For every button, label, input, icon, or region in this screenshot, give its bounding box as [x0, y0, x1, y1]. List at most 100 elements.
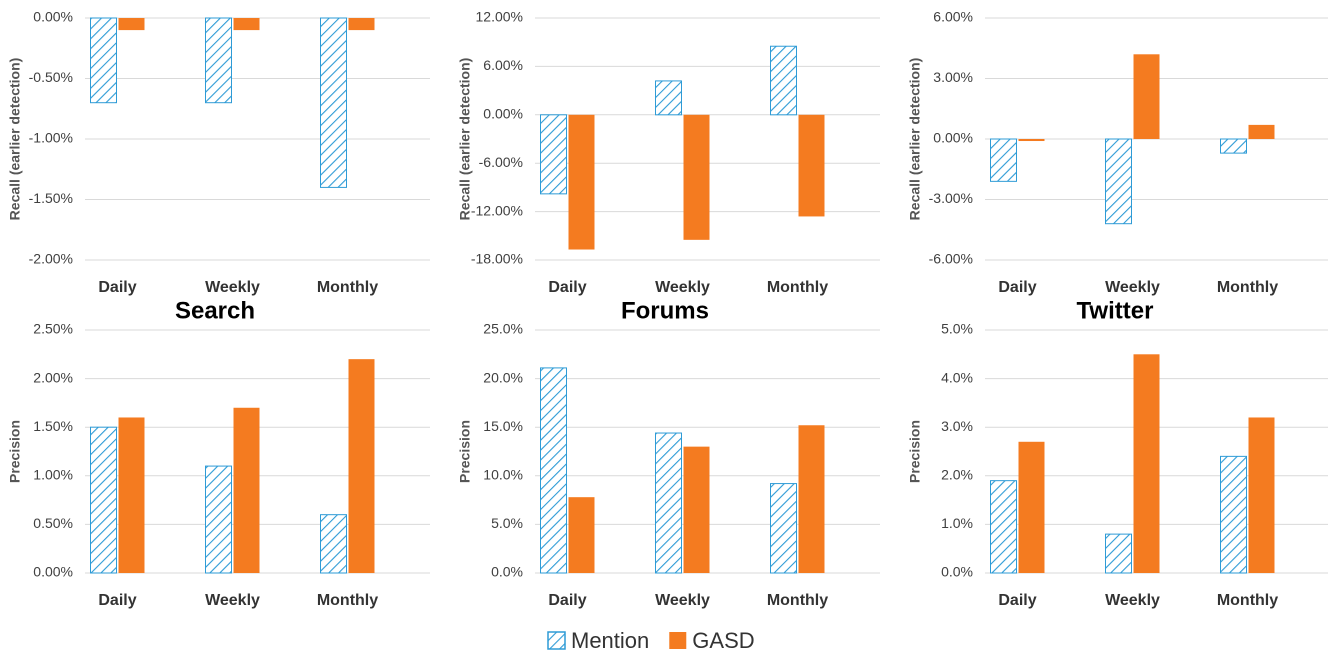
y-tick-label: 0.0% — [941, 564, 973, 580]
bar — [540, 367, 567, 574]
y-tick-label: 0.0% — [491, 564, 523, 580]
y-tick-label: -1.00% — [29, 130, 73, 146]
y-tick-label: 20.0% — [483, 369, 523, 385]
y-tick-label: 12.00% — [476, 9, 523, 25]
y-axis-label: Recall (earlier detection) — [907, 58, 923, 221]
legend-swatch — [669, 632, 687, 649]
bar — [1133, 354, 1160, 573]
y-tick-label: -18.00% — [471, 251, 523, 267]
bar — [233, 18, 260, 31]
y-tick-label: 5.0% — [941, 321, 973, 337]
y-tick-label: -12.00% — [471, 202, 523, 218]
y-tick-label: 10.0% — [483, 467, 523, 483]
bar — [1133, 54, 1160, 139]
y-axis-label: Precision — [907, 420, 923, 483]
y-tick-label: 2.50% — [33, 321, 73, 337]
y-tick-label: 0.00% — [933, 130, 973, 146]
panel-title: Twitter — [1077, 297, 1154, 324]
bar — [655, 80, 682, 116]
bar — [320, 514, 347, 574]
bar — [320, 17, 347, 188]
y-tick-label: -3.00% — [929, 190, 973, 206]
y-tick-label: -1.50% — [29, 190, 73, 206]
y-tick-label: 6.00% — [933, 9, 973, 25]
y-axis-label: Precision — [457, 420, 473, 483]
y-axis-label: Recall (earlier detection) — [457, 58, 473, 221]
x-tick-label: Daily — [998, 592, 1036, 609]
y-tick-label: 4.0% — [941, 369, 973, 385]
y-tick-label: 2.00% — [33, 369, 73, 385]
x-tick-label: Monthly — [767, 592, 828, 609]
x-tick-label: Weekly — [1105, 279, 1160, 296]
bar — [655, 432, 682, 574]
bar — [683, 446, 710, 573]
bar — [348, 18, 375, 31]
bar — [118, 417, 145, 573]
y-tick-label: -0.50% — [29, 69, 73, 85]
x-tick-label: Daily — [998, 279, 1036, 296]
x-tick-label: Monthly — [1217, 279, 1278, 296]
y-tick-label: 0.00% — [33, 9, 73, 25]
y-axis-label: Precision — [7, 420, 23, 483]
panel-title: Search — [175, 297, 255, 324]
bar — [1248, 417, 1275, 573]
bar — [540, 114, 567, 195]
y-tick-label: 0.00% — [33, 564, 73, 580]
x-tick-label: Monthly — [317, 279, 378, 296]
x-tick-label: Weekly — [655, 279, 710, 296]
legend-label: Mention — [571, 628, 649, 653]
panel-title: Forums — [621, 297, 709, 324]
x-tick-label: Weekly — [1105, 592, 1160, 609]
y-tick-label: 0.50% — [33, 515, 73, 531]
x-tick-label: Monthly — [317, 592, 378, 609]
y-tick-label: -2.00% — [29, 251, 73, 267]
bar — [233, 407, 260, 573]
x-tick-label: Daily — [98, 279, 136, 296]
bar — [798, 114, 825, 217]
x-tick-label: Weekly — [655, 592, 710, 609]
y-tick-label: 3.0% — [941, 418, 973, 434]
y-axis-label: Recall (earlier detection) — [7, 58, 23, 221]
y-tick-label: 1.00% — [33, 467, 73, 483]
y-tick-label: 6.00% — [483, 57, 523, 73]
bar — [1105, 533, 1132, 574]
bar — [568, 497, 595, 573]
bar — [205, 465, 232, 574]
bar — [990, 138, 1017, 182]
bar — [770, 483, 797, 574]
y-tick-label: 15.0% — [483, 418, 523, 434]
y-tick-label: 1.0% — [941, 515, 973, 531]
x-tick-label: Daily — [548, 592, 586, 609]
bar — [568, 114, 595, 250]
legend-swatch — [547, 631, 566, 650]
bar — [1248, 124, 1275, 139]
x-tick-label: Monthly — [767, 279, 828, 296]
y-tick-label: 2.0% — [941, 467, 973, 483]
legend-label: GASD — [692, 628, 754, 653]
y-tick-label: 0.00% — [483, 106, 523, 122]
bar — [683, 114, 710, 240]
y-tick-label: -6.00% — [929, 251, 973, 267]
x-tick-label: Daily — [548, 279, 586, 296]
bar — [118, 18, 145, 31]
y-tick-label: 5.0% — [491, 515, 523, 531]
bar — [798, 425, 825, 573]
y-tick-label: -6.00% — [479, 154, 523, 170]
x-tick-label: Weekly — [205, 279, 260, 296]
x-tick-label: Monthly — [1217, 592, 1278, 609]
bar — [205, 17, 232, 104]
bar — [1220, 455, 1247, 574]
y-tick-label: 25.0% — [483, 321, 523, 337]
bar — [90, 426, 117, 574]
bar — [90, 17, 117, 104]
bar — [990, 480, 1017, 574]
y-tick-label: 1.50% — [33, 418, 73, 434]
x-tick-label: Weekly — [205, 592, 260, 609]
bar — [1018, 139, 1045, 142]
bar — [348, 359, 375, 573]
bar — [1220, 138, 1247, 154]
bar — [770, 45, 797, 116]
bar — [1018, 441, 1045, 573]
x-tick-label: Daily — [98, 592, 136, 609]
